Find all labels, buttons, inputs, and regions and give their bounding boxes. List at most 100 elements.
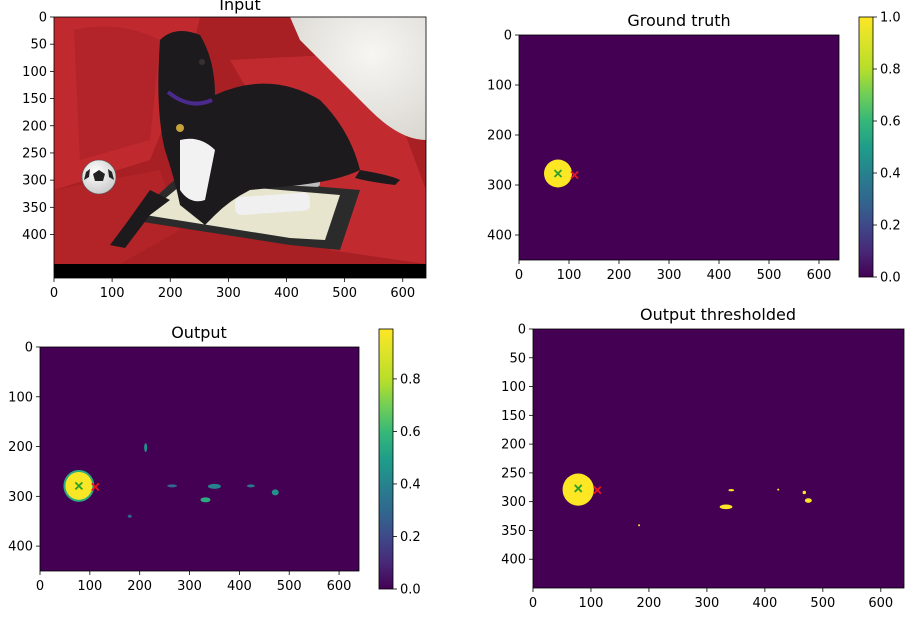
heatmap-blob bbox=[719, 504, 733, 510]
y-tick-label: 150 bbox=[501, 409, 526, 424]
x-tick-label: 100 bbox=[77, 579, 102, 594]
x-tick-label: 100 bbox=[579, 596, 604, 611]
output-colorbar bbox=[378, 328, 394, 590]
colorbar-tick-label: 0.2 bbox=[880, 219, 901, 234]
colorbar-tick-label: 0.8 bbox=[400, 372, 421, 387]
y-tick-label: 250 bbox=[22, 146, 47, 161]
x-tick-label: 300 bbox=[216, 286, 241, 301]
heatmap-blob bbox=[271, 489, 279, 496]
y-tick-label: 100 bbox=[501, 380, 526, 395]
x-tick-label: 0 bbox=[515, 268, 523, 283]
heatmap-blob bbox=[200, 497, 211, 503]
x-tick-label: 0 bbox=[529, 596, 537, 611]
x-tick-label: 200 bbox=[637, 596, 662, 611]
y-tick-label: 200 bbox=[501, 438, 526, 453]
ground-truth-colorbar bbox=[858, 16, 874, 278]
x-tick-label: 400 bbox=[274, 286, 299, 301]
x-marker bbox=[553, 169, 563, 178]
output-colorbar-ticks: 0.0 0.2 0.4 0.6 0.8 bbox=[393, 372, 421, 598]
panel-output: Output 0 100 200 300 400 500 6000100200300400 … bbox=[8, 323, 421, 598]
x-tick-label: 500 bbox=[332, 286, 357, 301]
y-tick-label: 200 bbox=[22, 119, 47, 134]
heatmap-blob bbox=[127, 514, 132, 518]
y-tick-label: 150 bbox=[22, 92, 47, 107]
output-axes: 0 100 200 300 400 500 600 0 100 200 300 400 bbox=[8, 341, 351, 595]
y-tick-label: 400 bbox=[487, 229, 512, 244]
colorbar-tick-label: 1.0 bbox=[880, 11, 901, 26]
y-tick-label: 300 bbox=[8, 490, 33, 505]
y-tick-label: 200 bbox=[8, 440, 33, 455]
x-tick-label: 500 bbox=[810, 596, 835, 611]
colorbar-tick-label: 0.8 bbox=[880, 63, 901, 78]
output-heatmap-bg bbox=[40, 347, 359, 571]
y-tick-label: 200 bbox=[487, 129, 512, 144]
x-marker bbox=[91, 482, 100, 492]
x-tick-label: 200 bbox=[607, 268, 632, 283]
ground-truth-heatmap-bg bbox=[519, 35, 839, 260]
x-tick-label: 400 bbox=[707, 268, 732, 283]
x-tick-label: 600 bbox=[807, 268, 832, 283]
colorbar-tick-label: 0.0 bbox=[400, 583, 421, 598]
heatmap-blob bbox=[777, 488, 780, 491]
heatmap-blob bbox=[246, 484, 255, 488]
y-tick-label: 400 bbox=[8, 540, 33, 555]
x-marker bbox=[570, 170, 579, 180]
heatmap-blob bbox=[144, 443, 148, 453]
colorbar-tick-label: 0.0 bbox=[880, 271, 901, 286]
x-tick-label: 300 bbox=[657, 268, 682, 283]
x-tick-label: 600 bbox=[390, 286, 415, 301]
y-tick-label: 250 bbox=[501, 466, 526, 481]
x-marker bbox=[74, 481, 84, 491]
ground-truth-colorbar-ticks: 0.0 0.2 0.4 0.6 0.8 1.0 bbox=[873, 11, 901, 286]
panel-ground-truth: Ground truth 0 100 200 300 400 500 600 0 100 200 3… bbox=[487, 11, 901, 286]
x-tick-label: 0 bbox=[36, 579, 44, 594]
y-tick-label: 400 bbox=[22, 228, 47, 243]
colorbar-tick-label: 0.4 bbox=[880, 167, 901, 182]
y-tick-label: 300 bbox=[22, 174, 47, 189]
heatmap-blob bbox=[728, 489, 735, 492]
x-tick-label: 400 bbox=[752, 596, 777, 611]
heatmap-blob bbox=[802, 490, 807, 495]
panel-ground-truth-title: Ground truth bbox=[627, 11, 730, 30]
panel-output-thresholded-title: Output thresholded bbox=[640, 305, 796, 324]
colorbar-tick-label: 0.4 bbox=[400, 477, 421, 492]
x-tick-label: 300 bbox=[177, 579, 202, 594]
x-tick-label: 600 bbox=[327, 579, 352, 594]
output-thresholded-axes: 0 100 200 300 400 500 600 0 50 100 150 200 250 300 350… bbox=[501, 323, 893, 612]
x-tick-label: 600 bbox=[868, 596, 893, 611]
y-tick-label: 350 bbox=[22, 201, 47, 216]
panel-output-title: Output bbox=[171, 323, 227, 342]
heatmap-blob bbox=[167, 484, 178, 488]
y-tick-label: 100 bbox=[8, 390, 33, 405]
heatmap-blob bbox=[207, 483, 221, 489]
x-tick-label: 200 bbox=[158, 286, 183, 301]
x-tick-label: 300 bbox=[694, 596, 719, 611]
y-tick-label: 300 bbox=[487, 179, 512, 194]
colorbar-tick-label: 0.6 bbox=[400, 425, 421, 440]
input-axes: 0 100 200 300 400 500 600 0 50 100 150 200 250 300 350… bbox=[22, 11, 415, 302]
y-tick-label: 0 bbox=[504, 29, 512, 44]
y-tick-label: 50 bbox=[509, 351, 526, 366]
output-thresholded-markers bbox=[574, 484, 602, 495]
y-tick-label: 0 bbox=[518, 323, 526, 338]
heatmap-blob bbox=[804, 498, 812, 503]
panel-input: Input bbox=[22, 0, 427, 302]
x-tick-label: 0 bbox=[50, 286, 58, 301]
ground-truth-markers bbox=[553, 169, 579, 180]
input-photo bbox=[54, 17, 426, 278]
y-tick-label: 0 bbox=[25, 341, 33, 356]
y-tick-label: 50 bbox=[30, 38, 47, 53]
ground-truth-axes: 0 100 200 300 400 500 600 0 100 200 300 400 bbox=[487, 29, 831, 284]
x-tick-label: 200 bbox=[127, 579, 152, 594]
output-thresholded-heatmap-bg bbox=[533, 329, 904, 588]
x-tick-label: 100 bbox=[100, 286, 125, 301]
y-tick-label: 300 bbox=[501, 495, 526, 510]
y-tick-label: 0 bbox=[39, 11, 47, 26]
heatmap-blob bbox=[638, 524, 641, 527]
x-marker bbox=[574, 484, 583, 493]
x-tick-label: 100 bbox=[557, 268, 582, 283]
x-tick-label: 400 bbox=[227, 579, 252, 594]
x-tick-label: 500 bbox=[757, 268, 782, 283]
y-tick-label: 100 bbox=[487, 79, 512, 94]
